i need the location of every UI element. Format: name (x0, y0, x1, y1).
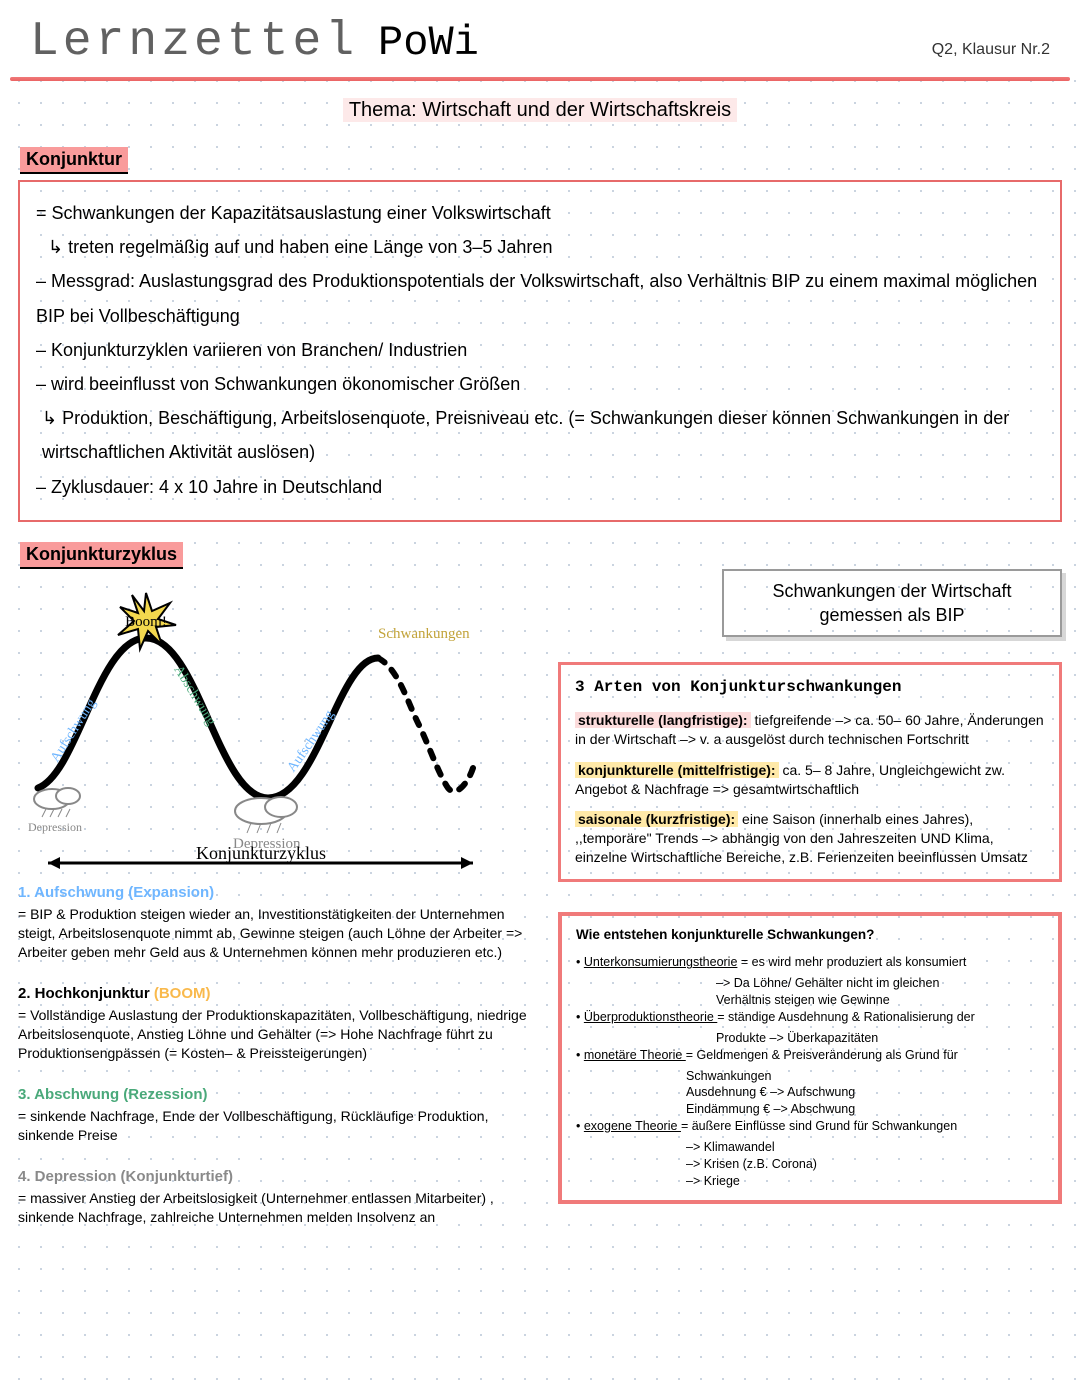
t2-sub1: Produkte –> Überkapazitäten (576, 1030, 1044, 1047)
theory-1: • Unterkonsumierungstheorie = es wird me… (576, 954, 1044, 971)
phase2-title: 2. Hochkonjunktur (BOOM) (18, 984, 538, 1004)
arten-2: konjunkturelle (mittelfristige): ca. 5– … (575, 761, 1045, 799)
s1-line3: – Konjunkturzyklen variieren von Branche… (36, 333, 1044, 367)
phase1-text: = BIP & Produktion steigen wieder an, In… (18, 905, 538, 962)
phase3-text: = sinkende Nachfrage, Ende der Vollbesch… (18, 1107, 538, 1145)
schwankungen-label: Schwankungen (378, 626, 470, 642)
phase1-title: 1. Aufschwung (Expansion) (18, 883, 538, 903)
header-divider (10, 77, 1070, 81)
phase4-title: 4. Depression (Konjunkturtief) (18, 1167, 538, 1187)
t4-sub3: –> Kriege (576, 1173, 1044, 1190)
section-zyklus-label: Konjunkturzyklus (20, 542, 183, 569)
theory-4: • exogene Theorie = äußere Einflüsse sin… (576, 1118, 1044, 1135)
arten-title: 3 Arten von Konjunkturschwankungen (575, 677, 1045, 699)
theory-2: • Überproduktionstheorie = ständige Ausd… (576, 1009, 1044, 1026)
t3-sub2: Eindämmung € –> Abschwung (576, 1101, 1044, 1118)
t4-sub2: –> Krisen (z.B. Corona) (576, 1156, 1044, 1173)
depression-cloud-mid (235, 797, 297, 833)
abschwung-label: Abschwung (170, 663, 218, 728)
thema: Thema: Wirtschaft und der Wirtschaftskre… (0, 99, 1080, 122)
svg-text:Aufschwung: Aufschwung (48, 696, 99, 765)
entsteh-box: Wie entstehen konjunkturelle Schwankunge… (558, 912, 1062, 1204)
phase-3: 3. Abschwung (Rezession) = sinkende Nach… (18, 1085, 538, 1145)
s1-line1: treten regelmäßig auf und haben eine Län… (36, 230, 1044, 264)
phase-4: 4. Depression (Konjunkturtief) = massive… (18, 1167, 538, 1227)
bip-callout: Schwankungen der Wirtschaft gemessen als… (722, 569, 1062, 638)
s1-line4: – wird beeinflusst von Schwankungen ökon… (36, 367, 1044, 401)
cycle-diagram: Boom! Aufschwung Abschwung Aufschwung (18, 569, 538, 883)
svg-text:Abschwung: Abschwung (170, 663, 218, 728)
entsteh-title: Wie entstehen konjunkturelle Schwankunge… (576, 926, 1044, 944)
phase3-title: 3. Abschwung (Rezession) (18, 1085, 538, 1105)
depression-left-label: Depression (28, 820, 82, 834)
phase-1: 1. Aufschwung (Expansion) = BIP & Produk… (18, 883, 538, 962)
phase-2: 2. Hochkonjunktur (BOOM) = Vollständige … (18, 984, 538, 1063)
section-konjunktur-label: Konjunktur (20, 147, 128, 174)
s1-line6: – Zyklusdauer: 4 x 10 Jahre in Deutschla… (36, 470, 1044, 504)
arten-1: strukturelle (langfristige): tiefgreifen… (575, 711, 1045, 749)
s1-line0: = Schwankungen der Kapazitätsauslastung … (36, 196, 1044, 230)
page-header: Lernzettel PoWi Q2, Klausur Nr.2 (0, 0, 1080, 77)
phase4-text: = massiver Anstieg der Arbeitslosigkeit … (18, 1189, 538, 1227)
theory-3: • monetäre Theorie = Geldmengen & Preisv… (576, 1047, 1044, 1064)
thema-text: Thema: Wirtschaft und der Wirtschaftskre… (343, 98, 737, 122)
s1-line2: – Messgrad: Auslastungsgrad des Produkti… (36, 264, 1044, 332)
right-column: Schwankungen der Wirtschaft gemessen als… (558, 569, 1062, 1249)
depression-cloud-left (34, 788, 80, 817)
arten-box: 3 Arten von Konjunkturschwankungen struk… (558, 662, 1062, 882)
title-sub: PoWi (378, 19, 479, 67)
t3-sub0: Schwankungen (576, 1068, 1044, 1085)
t3-sub1: Ausdehnung € –> Aufschwung (576, 1084, 1044, 1101)
phase2-text: = Vollständige Auslastung der Produktion… (18, 1006, 538, 1063)
aufschwung1-label: Aufschwung (48, 696, 99, 765)
arten-3: saisonale (kurzfristige): eine Saison (i… (575, 810, 1045, 867)
boom-label: Boom! (125, 614, 167, 630)
t4-sub1: –> Klimawandel (576, 1139, 1044, 1156)
t1-sub2: Verhältnis steigen wie Gewinne (576, 992, 1044, 1009)
axis-label: Konjunkturzyklus (196, 843, 326, 863)
konjunktur-box: = Schwankungen der Kapazitätsauslastung … (18, 180, 1062, 522)
s1-line5: Produktion, Beschäftigung, Arbeitslosenq… (36, 401, 1044, 469)
t1-sub1: –> Da Löhne/ Gehälter nicht im gleichen (576, 975, 1044, 992)
header-right: Q2, Klausur Nr.2 (932, 41, 1050, 59)
title-main: Lernzettel (30, 15, 358, 69)
left-column: Boom! Aufschwung Abschwung Aufschwung (18, 569, 538, 1249)
